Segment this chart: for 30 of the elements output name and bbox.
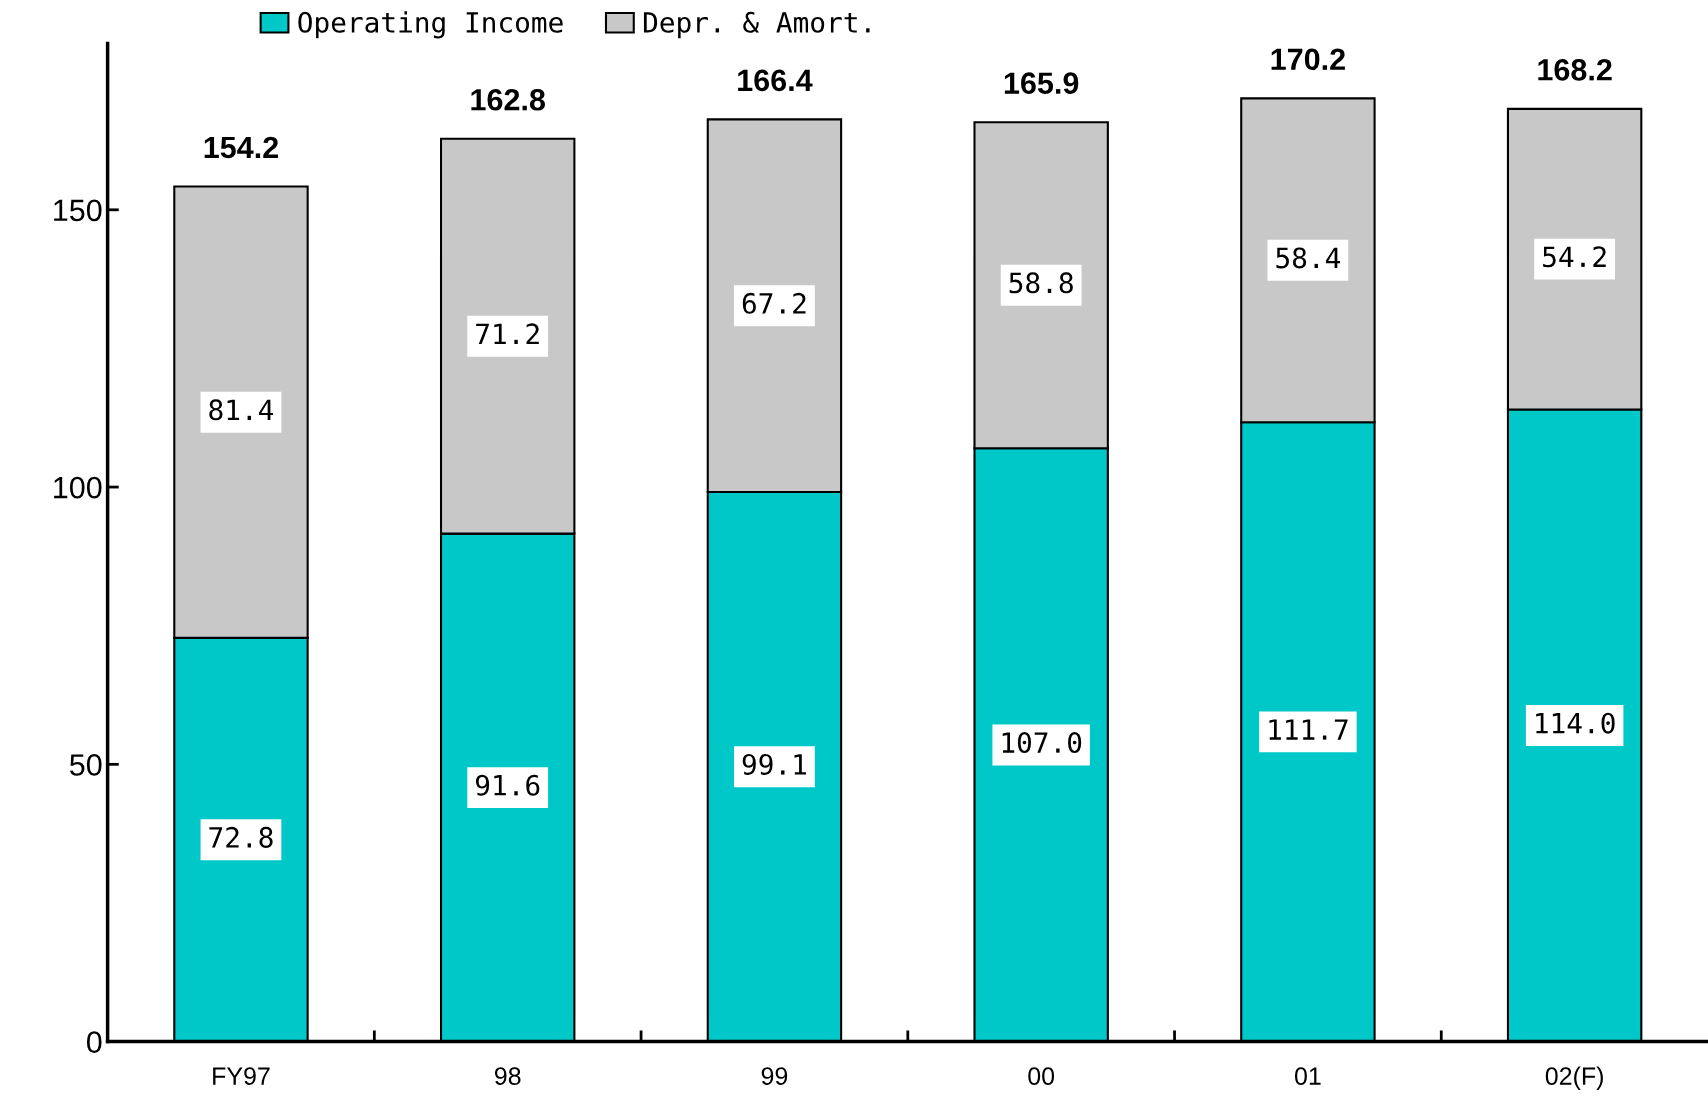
x-tick-label: 02(F): [1545, 1066, 1603, 1090]
x-tick-label: 99: [761, 1067, 788, 1085]
total-label: 154.2: [204, 136, 278, 159]
data-label: 111.7: [1269, 719, 1348, 740]
x-tick-label: 01: [1294, 1067, 1321, 1085]
data-label: 91.6: [475, 774, 540, 796]
x-tick-label: FY97: [213, 1067, 270, 1085]
data-label: 67.2: [742, 292, 806, 314]
total-label: 166.4: [738, 69, 813, 92]
total-label: 170.2: [1271, 48, 1345, 71]
data-label: 81.4: [209, 399, 274, 421]
legend-label: Depr. & Amort.: [643, 11, 870, 39]
total-label: 168.2: [1538, 59, 1612, 81]
y-tick-label: 50: [69, 754, 102, 776]
data-label: 71.2: [476, 323, 539, 344]
total-label: 165.9: [1004, 72, 1079, 94]
data-label: 114.0: [1536, 712, 1615, 734]
data-label: 58.4: [1276, 247, 1341, 269]
y-tick-label: 0: [86, 1031, 102, 1053]
x-tick-label: 00: [1028, 1067, 1055, 1085]
y-tick-label: 150: [54, 199, 102, 222]
data-label: 58.8: [1009, 272, 1073, 294]
total-label: 162.8: [471, 88, 545, 111]
data-label: 107.0: [1002, 732, 1082, 754]
y-tick-label: 100: [54, 476, 102, 499]
x-tick-label: 98: [494, 1067, 521, 1085]
legend-label: Operating Income: [298, 11, 563, 39]
data-label: 54.2: [1543, 246, 1606, 268]
data-label: 72.8: [209, 826, 273, 848]
data-label: 99.1: [742, 753, 806, 775]
